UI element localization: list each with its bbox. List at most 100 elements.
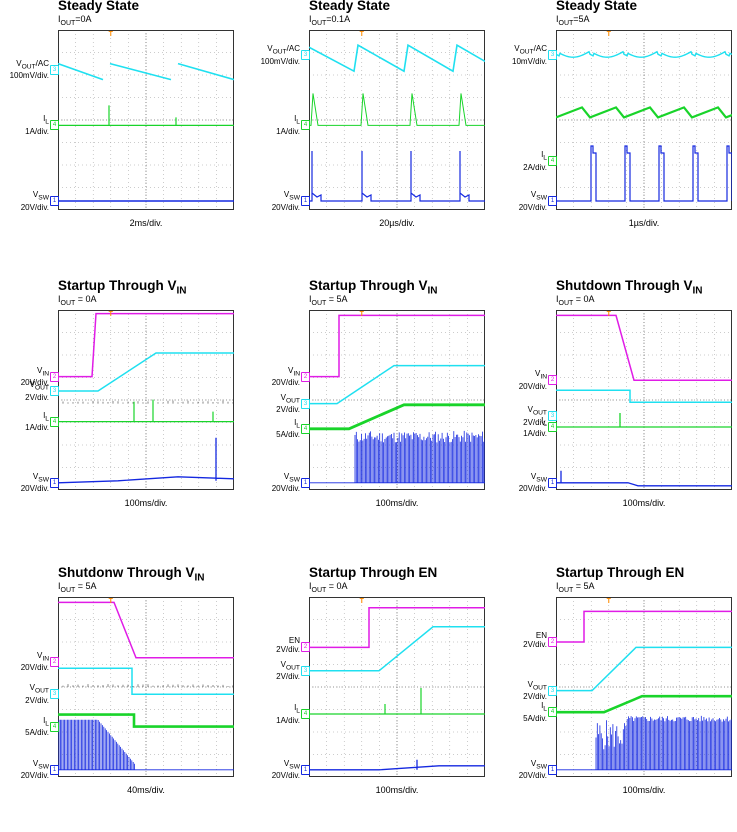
trace-label: IL 1A/div. xyxy=(276,114,300,136)
scope-frame xyxy=(556,30,732,210)
timebase-label: 100ms/div. xyxy=(124,498,168,508)
scope-frame xyxy=(309,30,485,210)
trigger-marker: T xyxy=(606,598,611,605)
il-trace xyxy=(309,93,485,126)
scope-panel: Steady State IOUT=0A VOUT/AC 100mV/div. 3 IL 1… xyxy=(0,0,245,265)
timebase-label: 100ms/div. xyxy=(375,785,419,795)
scope-screen xyxy=(556,597,732,777)
trace-label: VSW 20V/div. xyxy=(518,471,547,494)
scope-frame xyxy=(309,597,485,777)
timebase-label: 100ms/div. xyxy=(622,498,666,508)
trigger-marker: T xyxy=(108,598,113,605)
vsw-trace xyxy=(58,437,234,484)
channel-marker: 3 xyxy=(301,398,310,409)
panel-subtitle: IOUT = 0A xyxy=(556,294,595,307)
vsw-trace xyxy=(309,430,485,484)
channel-marker: 1 xyxy=(301,764,310,775)
trace-label: VSW 20V/div. xyxy=(518,758,547,781)
trace-label: VSW 20V/div. xyxy=(20,471,49,494)
vout-trace xyxy=(309,364,485,405)
trace-label: VOUT 2V/div. xyxy=(276,392,300,415)
panel-title: Steady State xyxy=(58,0,140,13)
trigger-marker: T xyxy=(606,311,611,318)
timebase-label: 1µs/div. xyxy=(628,218,660,228)
trace-label: VSW 20V/div. xyxy=(20,190,49,212)
channel-marker: 2 xyxy=(301,642,310,653)
panel-title: Startup Through EN xyxy=(556,565,685,580)
scope-panel: Steady State IOUT=5A VOUT/AC 10mV/div. 3 IL 2A… xyxy=(498,0,737,265)
scope-plot xyxy=(556,310,732,490)
channel-marker: 3 xyxy=(548,50,557,61)
vout-trace xyxy=(58,667,234,695)
scope-frame xyxy=(58,597,234,777)
channel-marker: 3 xyxy=(50,64,59,75)
trace-label: VOUT/AC 100mV/div. xyxy=(260,44,300,66)
scope-plot xyxy=(58,597,234,777)
scope-grid xyxy=(309,30,485,210)
vout-trace xyxy=(309,626,485,672)
trace-label: VOUT/AC 100mV/div. xyxy=(9,58,49,81)
channel-marker: 2 xyxy=(548,637,557,647)
scope-grid xyxy=(58,597,234,777)
scope-panel: Startup Through EN IOUT = 5A EN 2V/div. 2 VOU… xyxy=(498,565,737,832)
channel-marker: 4 xyxy=(301,709,310,719)
trace-label: VSW 20V/div. xyxy=(271,190,300,212)
scope-screen xyxy=(309,310,485,490)
channel-marker: 3 xyxy=(50,386,59,396)
vin-trace xyxy=(556,314,732,381)
trace-label: VIN 20V/div. xyxy=(518,369,547,391)
panel-title: Shutdown Through VIN xyxy=(556,278,703,297)
scope-grid xyxy=(58,30,234,210)
scope-panel: Startup Through EN IOUT = 0A EN 2V/div. 2 VOU… xyxy=(251,565,496,832)
timebase-label: 100ms/div. xyxy=(622,785,666,795)
trigger-marker: T xyxy=(359,31,364,38)
trace-label: VSW 20V/div. xyxy=(271,758,300,781)
vsw-trace xyxy=(556,715,732,771)
il-trace xyxy=(556,694,732,714)
vsw-trace xyxy=(556,470,732,487)
panel-title: Startup Through EN xyxy=(309,565,438,580)
scope-grid xyxy=(556,310,732,490)
panel-title: Startup Through VIN xyxy=(58,278,187,297)
channel-marker: 2 xyxy=(50,371,59,382)
trace-label: IL 5A/div. xyxy=(25,715,49,738)
il-trace xyxy=(309,688,485,715)
trace-label: VIN 20V/div. xyxy=(20,365,49,388)
timebase-label: 100ms/div. xyxy=(375,498,419,508)
scope-frame xyxy=(58,30,234,210)
scope-plot xyxy=(309,310,485,490)
trigger-marker: T xyxy=(359,598,364,605)
scope-panel: Steady State IOUT=0.1A VOUT/AC 100mV/div. 3 I… xyxy=(251,0,496,265)
channel-marker: 1 xyxy=(50,764,59,775)
channel-marker: 3 xyxy=(548,685,557,696)
scope-panel: Shutdown Through VIN IOUT = 0A VIN 20V/div.… xyxy=(498,278,737,545)
scope-plot xyxy=(58,30,234,210)
trace-label: IL 1A/div. xyxy=(25,114,49,136)
il-trace xyxy=(309,403,485,431)
channel-marker: 1 xyxy=(548,196,557,206)
scope-panel: Shutdonw Through VIN IOUT = 5A VIN 20V/div.… xyxy=(0,565,245,832)
scope-screen xyxy=(556,310,732,490)
scope-panel: Startup Through VIN IOUT = 0A VIN 20V/div. 2… xyxy=(0,278,245,545)
scope-grid xyxy=(309,597,485,777)
channel-marker: 1 xyxy=(50,477,59,488)
scope-plot xyxy=(556,30,732,210)
en-trace xyxy=(309,607,485,649)
channel-marker: 4 xyxy=(50,721,59,732)
trace-label: IL 1A/div. xyxy=(276,703,300,725)
scope-screen xyxy=(556,30,732,210)
panel-title: Shutdonw Through VIN xyxy=(58,565,205,584)
trigger-marker: T xyxy=(606,31,611,38)
channel-marker: 2 xyxy=(50,656,59,667)
il-trace xyxy=(556,413,732,428)
channel-marker: 4 xyxy=(301,423,310,434)
vin-trace xyxy=(58,601,234,659)
scope-plot xyxy=(309,30,485,210)
scope-plot xyxy=(58,310,234,490)
timebase-label: 20µs/div. xyxy=(379,218,415,228)
channel-marker: 3 xyxy=(301,50,310,61)
trace-label: VOUT 2V/div. xyxy=(276,659,300,682)
channel-marker: 1 xyxy=(548,764,557,775)
scope-screen xyxy=(58,597,234,777)
vout-trace xyxy=(58,62,234,81)
